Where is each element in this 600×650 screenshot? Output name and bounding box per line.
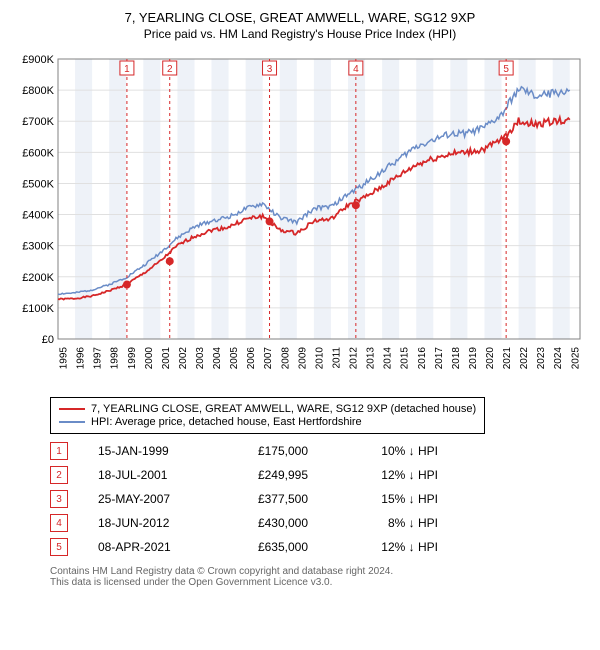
svg-text:2: 2	[167, 64, 173, 75]
legend: 7, YEARLING CLOSE, GREAT AMWELL, WARE, S…	[50, 397, 485, 434]
transaction-delta: 12% ↓ HPI	[338, 468, 438, 482]
svg-text:1999: 1999	[127, 347, 138, 370]
svg-text:£100K: £100K	[22, 303, 54, 315]
transaction-price: £377,500	[228, 492, 308, 506]
svg-text:£800K: £800K	[22, 85, 54, 97]
footer-line1: Contains HM Land Registry data © Crown c…	[50, 566, 590, 577]
svg-text:1998: 1998	[110, 347, 121, 370]
transaction-delta: 12% ↓ HPI	[338, 540, 438, 554]
svg-text:2021: 2021	[502, 347, 513, 370]
page-subtitle: Price paid vs. HM Land Registry's House …	[10, 27, 590, 41]
svg-text:£200K: £200K	[22, 272, 54, 284]
transaction-date: 15-JAN-1999	[98, 444, 198, 458]
svg-text:2002: 2002	[178, 347, 189, 370]
svg-text:2015: 2015	[400, 347, 411, 370]
transaction-delta: 15% ↓ HPI	[338, 492, 438, 506]
transaction-marker: 2	[50, 466, 68, 484]
svg-text:2005: 2005	[229, 347, 240, 370]
svg-text:2020: 2020	[485, 347, 496, 370]
svg-text:2007: 2007	[263, 347, 274, 370]
svg-text:£500K: £500K	[22, 178, 54, 190]
svg-text:1995: 1995	[59, 347, 70, 370]
svg-text:3: 3	[267, 64, 273, 75]
svg-text:2004: 2004	[212, 347, 223, 370]
svg-text:£600K: £600K	[22, 147, 54, 159]
svg-text:£400K: £400K	[22, 210, 54, 222]
svg-text:5: 5	[503, 64, 509, 75]
table-row: 5 08-APR-2021 £635,000 12% ↓ HPI	[50, 538, 590, 556]
svg-text:2009: 2009	[297, 347, 308, 370]
transactions-table: 1 15-JAN-1999 £175,000 10% ↓ HPI 2 18-JUL-200…	[50, 442, 590, 556]
table-row: 3 25-MAY-2007 £377,500 15% ↓ HPI	[50, 490, 590, 508]
transaction-price: £635,000	[228, 540, 308, 554]
table-row: 1 15-JAN-1999 £175,000 10% ↓ HPI	[50, 442, 590, 460]
transaction-price: £249,995	[228, 468, 308, 482]
legend-item: 7, YEARLING CLOSE, GREAT AMWELL, WARE, S…	[59, 403, 476, 415]
svg-text:2018: 2018	[451, 347, 462, 370]
svg-text:2001: 2001	[161, 347, 172, 370]
svg-text:2019: 2019	[468, 347, 479, 370]
svg-text:£900K: £900K	[22, 54, 54, 66]
transaction-marker: 3	[50, 490, 68, 508]
footer-line2: This data is licensed under the Open Gov…	[50, 577, 590, 588]
transaction-price: £175,000	[228, 444, 308, 458]
svg-text:1996: 1996	[76, 347, 87, 370]
svg-text:2024: 2024	[553, 347, 564, 370]
table-row: 2 18-JUL-2001 £249,995 12% ↓ HPI	[50, 466, 590, 484]
table-row: 4 18-JUN-2012 £430,000 8% ↓ HPI	[50, 514, 590, 532]
svg-text:2013: 2013	[366, 347, 377, 370]
svg-text:£300K: £300K	[22, 241, 54, 253]
transaction-date: 08-APR-2021	[98, 540, 198, 554]
svg-text:2006: 2006	[246, 347, 257, 370]
transaction-price: £430,000	[228, 516, 308, 530]
transaction-marker: 5	[50, 538, 68, 556]
legend-label: HPI: Average price, detached house, East…	[91, 416, 362, 428]
transaction-marker: 4	[50, 514, 68, 532]
transaction-delta: 8% ↓ HPI	[338, 516, 438, 530]
svg-text:1: 1	[124, 64, 130, 75]
svg-text:2011: 2011	[331, 347, 342, 369]
svg-text:2000: 2000	[144, 347, 155, 370]
svg-text:2017: 2017	[434, 347, 445, 370]
svg-text:1997: 1997	[93, 347, 104, 370]
svg-text:2022: 2022	[519, 347, 530, 370]
svg-text:2010: 2010	[314, 347, 325, 370]
svg-text:2014: 2014	[383, 347, 394, 370]
page-title: 7, YEARLING CLOSE, GREAT AMWELL, WARE, S…	[10, 10, 590, 25]
svg-text:2016: 2016	[417, 347, 428, 370]
svg-text:2025: 2025	[570, 347, 581, 370]
transaction-date: 18-JUN-2012	[98, 516, 198, 530]
chart-svg: £0 £100K £200K £300K £400K £500K £600K £700K £80…	[10, 49, 590, 389]
footer-attrib: Contains HM Land Registry data © Crown c…	[50, 566, 590, 588]
legend-label: 7, YEARLING CLOSE, GREAT AMWELL, WARE, S…	[91, 403, 476, 415]
svg-text:2023: 2023	[536, 347, 547, 370]
transaction-date: 25-MAY-2007	[98, 492, 198, 506]
svg-text:£0: £0	[42, 334, 54, 346]
svg-text:£700K: £700K	[22, 116, 54, 128]
svg-text:2008: 2008	[280, 347, 291, 370]
svg-text:4: 4	[353, 64, 359, 75]
svg-text:2012: 2012	[349, 347, 360, 370]
legend-item: HPI: Average price, detached house, East…	[59, 416, 476, 428]
transaction-date: 18-JUL-2001	[98, 468, 198, 482]
legend-swatch	[59, 421, 85, 423]
legend-swatch	[59, 408, 85, 410]
price-chart: £0 £100K £200K £300K £400K £500K £600K £700K £80…	[10, 49, 590, 389]
svg-text:2003: 2003	[195, 347, 206, 370]
transaction-delta: 10% ↓ HPI	[338, 444, 438, 458]
transaction-marker: 1	[50, 442, 68, 460]
